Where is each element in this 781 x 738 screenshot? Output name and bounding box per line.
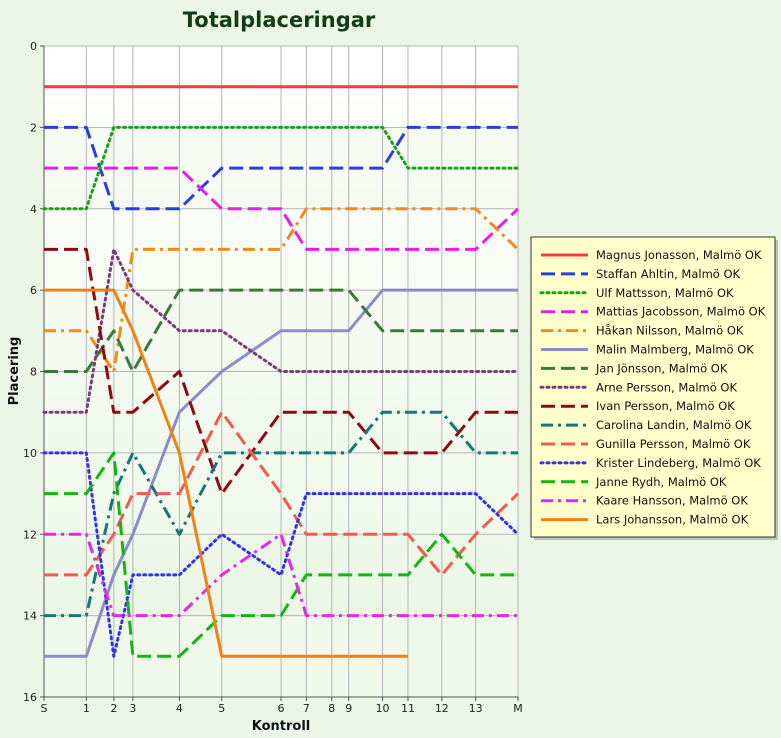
x-tick-label: 6 [278,702,285,715]
series-line-14 [44,532,518,618]
x-tick-label: S [41,702,48,715]
legend-label-8: Arne Persson, Malmö OK [596,380,737,394]
series-line-12 [42,451,520,658]
y-tick-label: 4 [30,203,37,216]
chart-title: Totalplaceringar [183,8,376,32]
x-tick-label: 10 [376,702,390,715]
legend-label-2: Staffan Ahltin, Malmö OK [596,267,741,281]
legend-label-7: Jan Jönsson, Malmö OK [595,361,728,375]
legend-label-10: Carolina Landin, Malmö OK [596,418,752,432]
legend-label-4: Mattias Jacobsson, Malmö OK [596,305,766,319]
x-tick-label: 7 [303,702,310,715]
x-axis-title: Kontroll [252,719,311,734]
x-tick-label: 8 [328,702,335,715]
x-tick-label: 2 [110,702,117,715]
legend-label-5: Håkan Nilsson, Malmö OK [596,324,744,338]
y-tick-label: 6 [30,284,37,297]
legend-label-15: Lars Johansson, Malmö OK [596,513,749,527]
series-line-13 [44,451,518,658]
series-line-9 [44,247,518,496]
x-tick-label: M [513,702,523,715]
series-line-3 [42,125,520,211]
y-tick-label: 8 [30,366,37,379]
x-tick-label: 5 [218,702,225,715]
y-tick-label: 12 [23,528,37,541]
series-line-11 [44,410,520,577]
legend-label-3: Ulf Mattsson, Malmö OK [596,286,734,300]
x-tick-label: 11 [401,702,415,715]
y-tick-label: 10 [23,447,37,460]
legend-label-1: Magnus Jonasson, Malmö OK [596,248,762,262]
y-tick-label: 14 [23,610,37,623]
series-line-10 [44,410,518,618]
legend-label-9: Ivan Persson, Malmö OK [596,399,735,413]
series-group [42,85,520,658]
series-line-2 [44,125,518,211]
series-line-4 [44,166,520,251]
x-tick-label: 3 [129,702,136,715]
series-line-15 [44,288,408,658]
x-tick-label: 1 [83,702,90,715]
legend-label-13: Janne Rydh, Malmö OK [595,475,727,489]
legend-label-11: Gunilla Persson, Malmö OK [596,437,751,451]
x-tick-label: 9 [345,702,352,715]
y-axis-title: Placering [7,337,22,406]
x-tick-label: 4 [176,702,183,715]
legend-label-6: Malin Malmberg, Malmö OK [596,343,754,357]
series-line-8 [42,247,520,414]
series-line-5 [44,207,520,373]
series-line-6 [44,288,518,658]
series-line-7 [44,288,518,373]
y-tick-label: 16 [23,691,37,704]
x-tick-label: 12 [435,702,449,715]
y-tick-label: 0 [30,40,37,53]
legend-label-14: Kaare Hansson, Malmö OK [596,494,748,508]
x-tick-label: 13 [469,702,483,715]
legend-label-12: Krister Lindeberg, Malmö OK [596,456,761,470]
y-tick-label: 2 [30,121,37,134]
